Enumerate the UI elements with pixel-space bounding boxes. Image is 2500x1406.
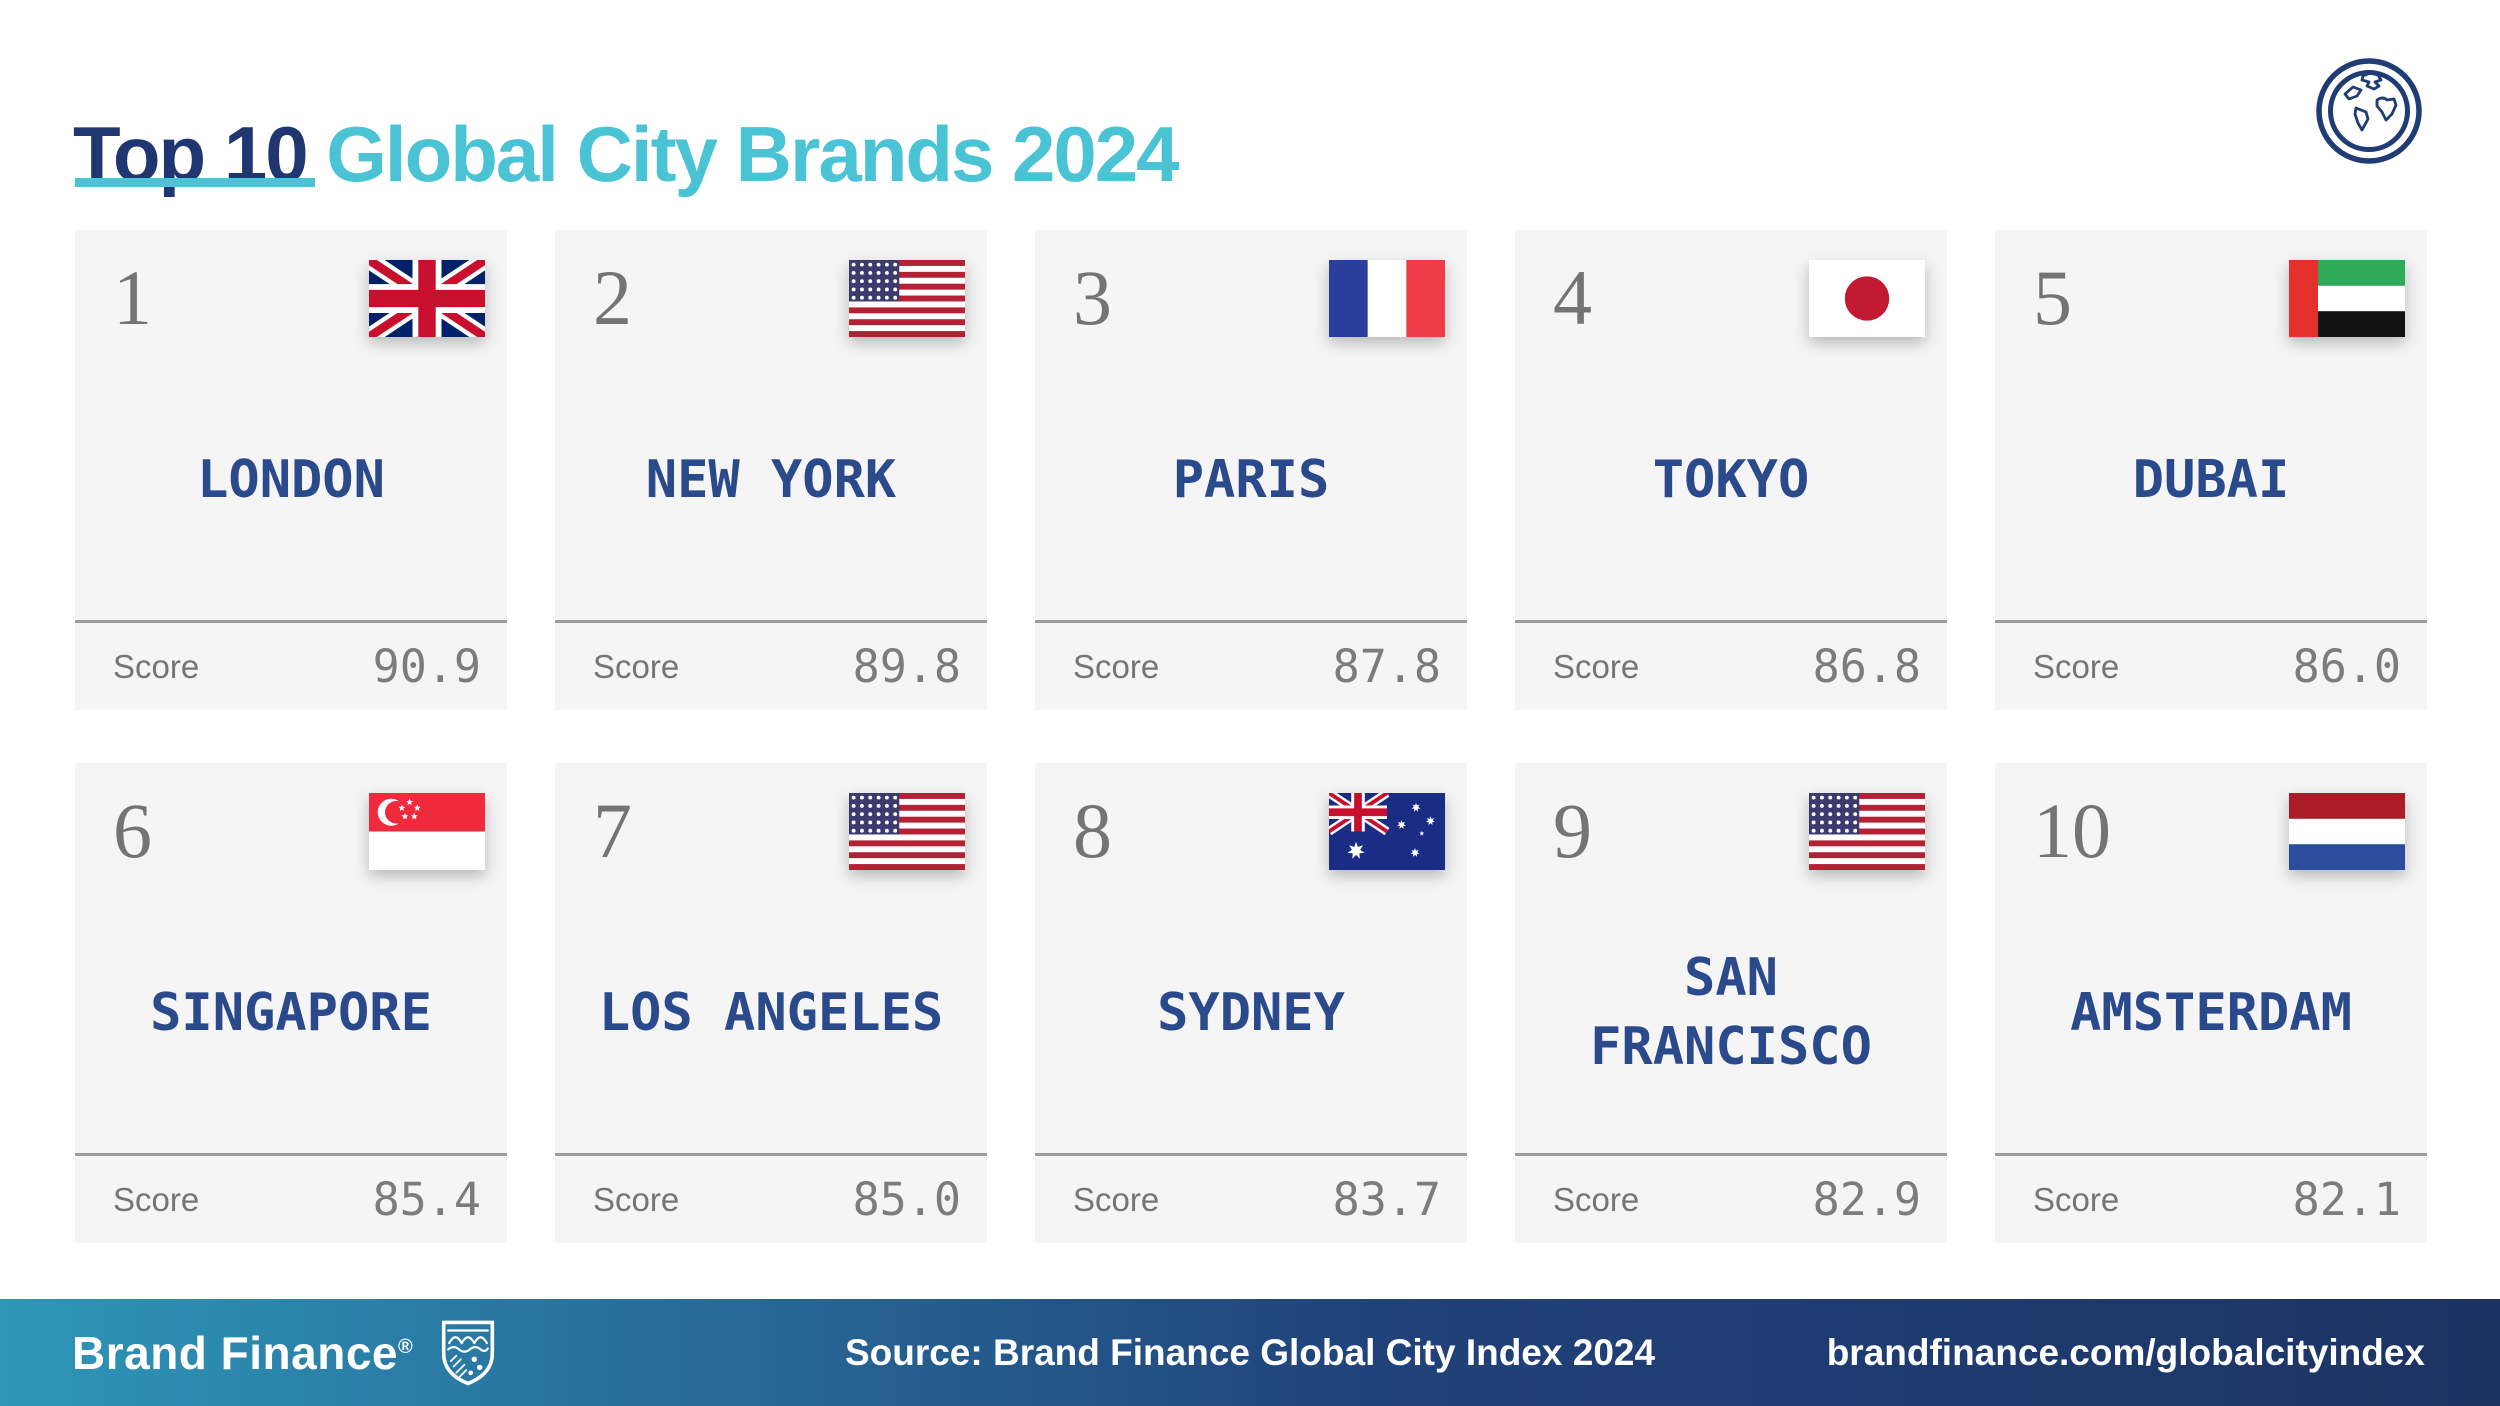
globe-icon (2314, 56, 2424, 166)
score-row: Score 83.7 (1035, 1153, 1467, 1243)
city-card: 8 SYDNEY Score 83.7 (1035, 763, 1467, 1243)
card-head: 8 (1035, 763, 1467, 873)
score-value: 86.0 (2292, 640, 2401, 693)
score-row: Score 85.4 (75, 1153, 507, 1243)
score-value: 87.8 (1332, 640, 1441, 693)
score-row: Score 89.8 (555, 620, 987, 710)
brand-finance-logo-text: Brand Finance® (72, 1326, 414, 1379)
score-label: Score (2033, 1180, 2120, 1218)
city-cards-grid: 1 LONDON Score 90.9 2 NEW YORK Score (75, 230, 2427, 1243)
card-rank: 1 (113, 254, 152, 341)
city-card: 2 NEW YORK Score 89.8 (555, 230, 987, 710)
card-head: 7 (555, 763, 987, 873)
score-value: 86.8 (1812, 640, 1921, 693)
city-name: LONDON (197, 449, 385, 510)
city-card: 1 LONDON Score 90.9 (75, 230, 507, 710)
footer-url[interactable]: brandfinance.com/globalcityindex (1826, 1331, 2425, 1373)
card-head: 4 (1515, 230, 1947, 340)
score-label: Score (113, 1180, 200, 1218)
score-row: Score 82.1 (1995, 1153, 2427, 1243)
score-label: Score (593, 647, 680, 685)
card-rank: 6 (113, 787, 152, 874)
flag-japan-icon (1809, 260, 1925, 337)
card-head: 6 (75, 763, 507, 873)
score-row: Score 86.0 (1995, 620, 2427, 710)
title-secondary: Global City Brands 2024 (326, 110, 1179, 199)
score-label: Score (1073, 1180, 1160, 1218)
score-value: 83.7 (1332, 1173, 1441, 1226)
flag-france-icon (1329, 260, 1445, 337)
score-value: 89.8 (852, 640, 961, 693)
city-card: 9 SAN FRANCISCO Score 82.9 (1515, 763, 1947, 1243)
city-name: AMSTERDAM (2070, 982, 2352, 1043)
city-card: 3 PARIS Score 87.8 (1035, 230, 1467, 710)
brand-finance-shield-icon (441, 1319, 495, 1387)
card-head: 9 (1515, 763, 1947, 873)
card-rank: 2 (593, 254, 632, 341)
title-underline (75, 178, 315, 187)
city-name: SYDNEY (1157, 982, 1345, 1043)
city-card: 5 DUBAI Score 86.0 (1995, 230, 2427, 710)
card-rank: 4 (1553, 254, 1592, 341)
flag-usa-icon (1809, 793, 1925, 870)
flag-usa-icon (849, 260, 965, 337)
score-value: 85.0 (852, 1173, 961, 1226)
city-card: 10 AMSTERDAM Score 82.1 (1995, 763, 2427, 1243)
score-label: Score (1073, 647, 1160, 685)
score-value: 85.4 (372, 1173, 481, 1226)
card-rank: 7 (593, 787, 632, 874)
card-rank: 5 (2033, 254, 2072, 341)
city-name: DUBAI (2132, 449, 2290, 510)
score-label: Score (1553, 647, 1640, 685)
card-head: 1 (75, 230, 507, 340)
city-name: NEW YORK (645, 449, 897, 510)
score-row: Score 82.9 (1515, 1153, 1947, 1243)
brand-finance-logo: Brand Finance® (72, 1299, 495, 1406)
score-label: Score (1553, 1180, 1640, 1218)
card-rank: 9 (1553, 787, 1592, 874)
page-title: Top 10 Global City Brands 2024 (73, 110, 1180, 199)
flag-australia-icon (1329, 793, 1445, 870)
city-name: TOKYO (1652, 449, 1810, 510)
score-label: Score (593, 1180, 680, 1218)
flag-uae-icon (2289, 260, 2405, 337)
city-name: SAN FRANCISCO (1590, 948, 1872, 1078)
card-rank: 3 (1073, 254, 1112, 341)
card-head: 3 (1035, 230, 1467, 340)
score-label: Score (113, 647, 200, 685)
score-value: 82.9 (1812, 1173, 1921, 1226)
score-row: Score 85.0 (555, 1153, 987, 1243)
score-row: Score 86.8 (1515, 620, 1947, 710)
card-head: 5 (1995, 230, 2427, 340)
source-text: Source: Brand Finance Global City Index … (844, 1331, 1656, 1373)
card-head: 2 (555, 230, 987, 340)
score-label: Score (2033, 647, 2120, 685)
flag-netherlands-icon (2289, 793, 2405, 870)
score-row: Score 87.8 (1035, 620, 1467, 710)
flag-singapore-icon (369, 793, 485, 870)
city-name: SINGAPORE (150, 982, 432, 1043)
score-row: Score 90.9 (75, 620, 507, 710)
city-card: 4 TOKYO Score 86.8 (1515, 230, 1947, 710)
footer: Brand Finance® Source: Bran (0, 1299, 2500, 1406)
city-name: LOS ANGELES (598, 982, 944, 1043)
city-card: 6 SINGAPORE Score 85.4 (75, 763, 507, 1243)
card-head: 10 (1995, 763, 2427, 873)
card-rank: 10 (2033, 787, 2111, 874)
city-name: PARIS (1172, 449, 1330, 510)
score-value: 90.9 (372, 640, 481, 693)
score-value: 82.1 (2292, 1173, 2401, 1226)
registered-mark: ® (398, 1335, 414, 1358)
flag-usa-icon (849, 793, 965, 870)
city-card: 7 LOS ANGELES Score 85.0 (555, 763, 987, 1243)
card-rank: 8 (1073, 787, 1112, 874)
flag-uk-icon (369, 260, 485, 337)
